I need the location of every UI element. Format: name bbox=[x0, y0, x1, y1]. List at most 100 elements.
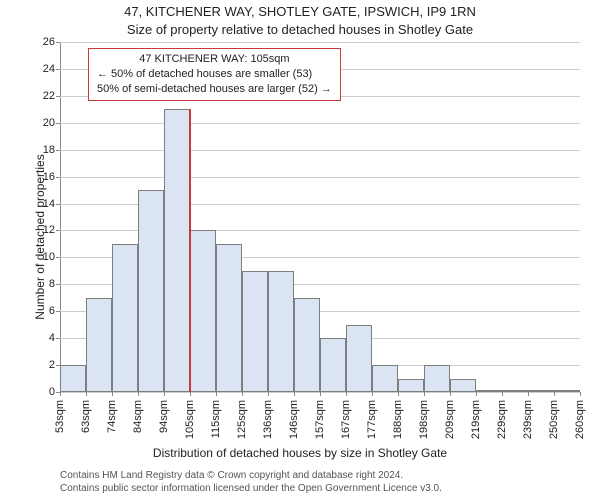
histogram-bar bbox=[346, 325, 372, 392]
x-tick-label: 105sqm bbox=[184, 400, 196, 439]
y-tick-label: 26 bbox=[25, 36, 55, 48]
histogram-bar bbox=[502, 390, 528, 392]
y-tick bbox=[56, 311, 60, 312]
x-tick bbox=[320, 392, 321, 396]
y-tick-label: 16 bbox=[25, 171, 55, 183]
x-tick-label: 74sqm bbox=[106, 400, 118, 433]
x-tick-label: 260sqm bbox=[574, 400, 586, 439]
y-tick-label: 14 bbox=[25, 198, 55, 210]
x-tick-label: 53sqm bbox=[54, 400, 66, 433]
histogram-bar bbox=[398, 379, 424, 392]
x-tick bbox=[294, 392, 295, 396]
chart-container: 47, KITCHENER WAY, SHOTLEY GATE, IPSWICH… bbox=[0, 0, 600, 500]
x-tick-label: 125sqm bbox=[236, 400, 248, 439]
x-tick bbox=[502, 392, 503, 396]
histogram-bar bbox=[528, 390, 554, 392]
y-tick-label: 24 bbox=[25, 63, 55, 75]
x-tick-label: 229sqm bbox=[496, 400, 508, 439]
gridline bbox=[60, 150, 580, 151]
histogram-bar bbox=[216, 244, 242, 392]
x-tick-label: 219sqm bbox=[470, 400, 482, 439]
x-tick-label: 209sqm bbox=[444, 400, 456, 439]
footer-line-2: Contains public sector information licen… bbox=[60, 483, 442, 494]
histogram-bar bbox=[320, 338, 346, 392]
x-tick-label: 250sqm bbox=[548, 400, 560, 439]
histogram-bar bbox=[450, 379, 476, 392]
x-tick bbox=[580, 392, 581, 396]
footer-line-1: Contains HM Land Registry data © Crown c… bbox=[60, 470, 403, 481]
gridline bbox=[60, 177, 580, 178]
histogram-bar bbox=[554, 390, 580, 392]
x-tick bbox=[164, 392, 165, 396]
x-axis-label: Distribution of detached houses by size … bbox=[0, 446, 600, 460]
y-tick-label: 22 bbox=[25, 90, 55, 102]
y-tick bbox=[56, 123, 60, 124]
x-tick bbox=[268, 392, 269, 396]
histogram-bar bbox=[138, 190, 164, 392]
y-tick-label: 6 bbox=[25, 305, 55, 317]
y-tick-label: 0 bbox=[25, 386, 55, 398]
callout-line-1: 47 KITCHENER WAY: 105sqm bbox=[97, 52, 332, 67]
x-tick-label: 198sqm bbox=[418, 400, 430, 439]
y-tick-label: 12 bbox=[25, 224, 55, 236]
histogram-bar bbox=[268, 271, 294, 392]
x-tick bbox=[60, 392, 61, 396]
y-tick bbox=[56, 150, 60, 151]
y-tick bbox=[56, 230, 60, 231]
x-tick bbox=[424, 392, 425, 396]
x-tick bbox=[112, 392, 113, 396]
x-tick-label: 136sqm bbox=[262, 400, 274, 439]
x-tick bbox=[138, 392, 139, 396]
y-tick-label: 2 bbox=[25, 359, 55, 371]
y-tick bbox=[56, 69, 60, 70]
y-tick-label: 18 bbox=[25, 144, 55, 156]
histogram-bar bbox=[164, 109, 190, 392]
y-tick-label: 10 bbox=[25, 251, 55, 263]
y-tick-label: 20 bbox=[25, 117, 55, 129]
x-tick bbox=[450, 392, 451, 396]
y-axis bbox=[60, 42, 61, 392]
histogram-bar bbox=[86, 298, 112, 392]
y-tick bbox=[56, 284, 60, 285]
histogram-bar bbox=[242, 271, 268, 392]
x-tick bbox=[476, 392, 477, 396]
x-tick-label: 84sqm bbox=[132, 400, 144, 433]
x-tick bbox=[372, 392, 373, 396]
plot-area: 0246810121416182022242653sqm63sqm74sqm84… bbox=[60, 42, 580, 392]
histogram-bar bbox=[372, 365, 398, 392]
x-tick bbox=[554, 392, 555, 396]
histogram-bar bbox=[112, 244, 138, 392]
histogram-bar bbox=[424, 365, 450, 392]
histogram-bar bbox=[476, 390, 502, 392]
x-tick bbox=[242, 392, 243, 396]
callout-box: 47 KITCHENER WAY: 105sqm← 50% of detache… bbox=[88, 48, 341, 101]
x-tick bbox=[216, 392, 217, 396]
x-tick-label: 177sqm bbox=[366, 400, 378, 439]
x-tick bbox=[528, 392, 529, 396]
marker-line bbox=[189, 109, 191, 392]
y-tick bbox=[56, 204, 60, 205]
x-tick-label: 146sqm bbox=[288, 400, 300, 439]
histogram-bar bbox=[60, 365, 86, 392]
y-tick bbox=[56, 177, 60, 178]
x-tick-label: 167sqm bbox=[340, 400, 352, 439]
callout-line-3: 50% of semi-detached houses are larger (… bbox=[97, 82, 332, 97]
y-tick-label: 4 bbox=[25, 332, 55, 344]
callout-line-2: ← 50% of detached houses are smaller (53… bbox=[97, 67, 332, 82]
x-tick bbox=[86, 392, 87, 396]
gridline bbox=[60, 42, 580, 43]
x-tick bbox=[190, 392, 191, 396]
x-tick-label: 94sqm bbox=[158, 400, 170, 433]
gridline bbox=[60, 123, 580, 124]
y-tick-label: 8 bbox=[25, 278, 55, 290]
y-tick bbox=[56, 96, 60, 97]
x-tick-label: 115sqm bbox=[210, 400, 222, 438]
title-line-1: 47, KITCHENER WAY, SHOTLEY GATE, IPSWICH… bbox=[0, 4, 600, 19]
x-tick-label: 239sqm bbox=[522, 400, 534, 439]
x-tick-label: 63sqm bbox=[80, 400, 92, 433]
x-tick-label: 188sqm bbox=[392, 400, 404, 439]
y-tick bbox=[56, 257, 60, 258]
x-tick bbox=[398, 392, 399, 396]
histogram-bar bbox=[190, 230, 216, 392]
y-tick bbox=[56, 338, 60, 339]
